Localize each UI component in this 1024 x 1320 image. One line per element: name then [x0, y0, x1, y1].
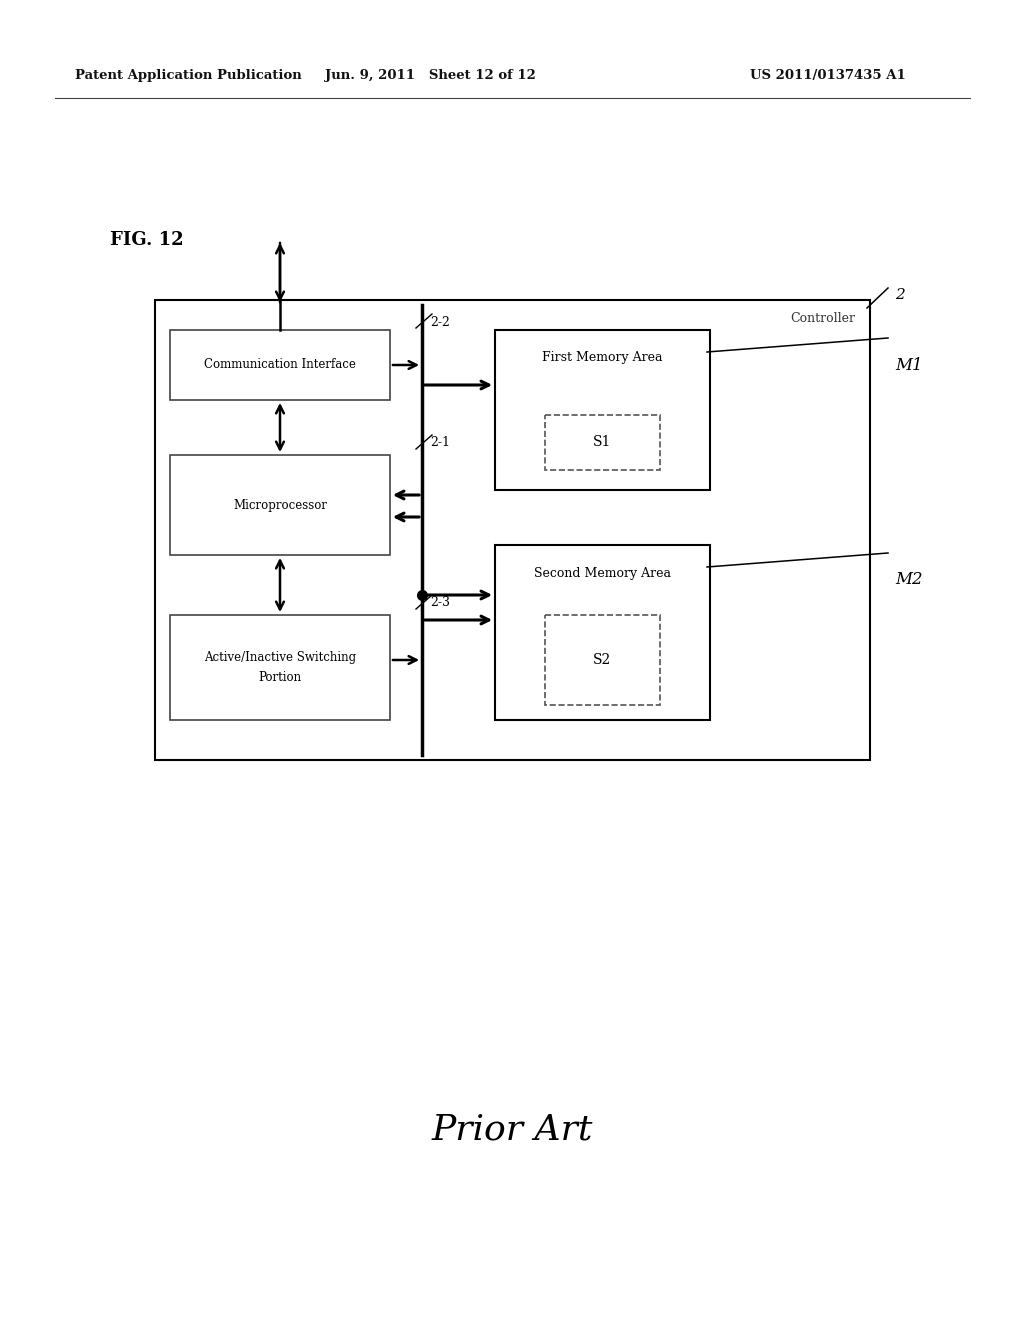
Text: S1: S1 — [593, 436, 611, 450]
Text: M1: M1 — [895, 356, 923, 374]
Text: US 2011/0137435 A1: US 2011/0137435 A1 — [750, 69, 906, 82]
Text: Microprocessor: Microprocessor — [233, 499, 327, 511]
Bar — [170, 615, 390, 719]
Bar — [170, 455, 390, 554]
Text: Prior Art: Prior Art — [431, 1113, 593, 1147]
Text: S2: S2 — [593, 653, 611, 667]
Text: Portion: Portion — [258, 671, 301, 684]
Text: 2: 2 — [895, 288, 905, 302]
Text: FIG. 12: FIG. 12 — [110, 231, 183, 249]
Bar — [495, 330, 710, 490]
Bar — [155, 300, 870, 760]
Text: 2-3: 2-3 — [430, 597, 450, 610]
Text: First Memory Area: First Memory Area — [543, 351, 663, 364]
Text: Active/Inactive Switching: Active/Inactive Switching — [204, 651, 356, 664]
Bar — [495, 545, 710, 719]
Text: 2-2: 2-2 — [430, 315, 450, 329]
Bar — [545, 414, 660, 470]
Text: M2: M2 — [895, 572, 923, 589]
Bar — [170, 330, 390, 400]
Text: 2-1: 2-1 — [430, 437, 450, 450]
Text: Second Memory Area: Second Memory Area — [534, 566, 671, 579]
Bar — [545, 615, 660, 705]
Text: Patent Application Publication: Patent Application Publication — [75, 69, 302, 82]
Text: Controller: Controller — [790, 312, 855, 325]
Text: Jun. 9, 2011   Sheet 12 of 12: Jun. 9, 2011 Sheet 12 of 12 — [325, 69, 536, 82]
Text: Communication Interface: Communication Interface — [204, 359, 356, 371]
